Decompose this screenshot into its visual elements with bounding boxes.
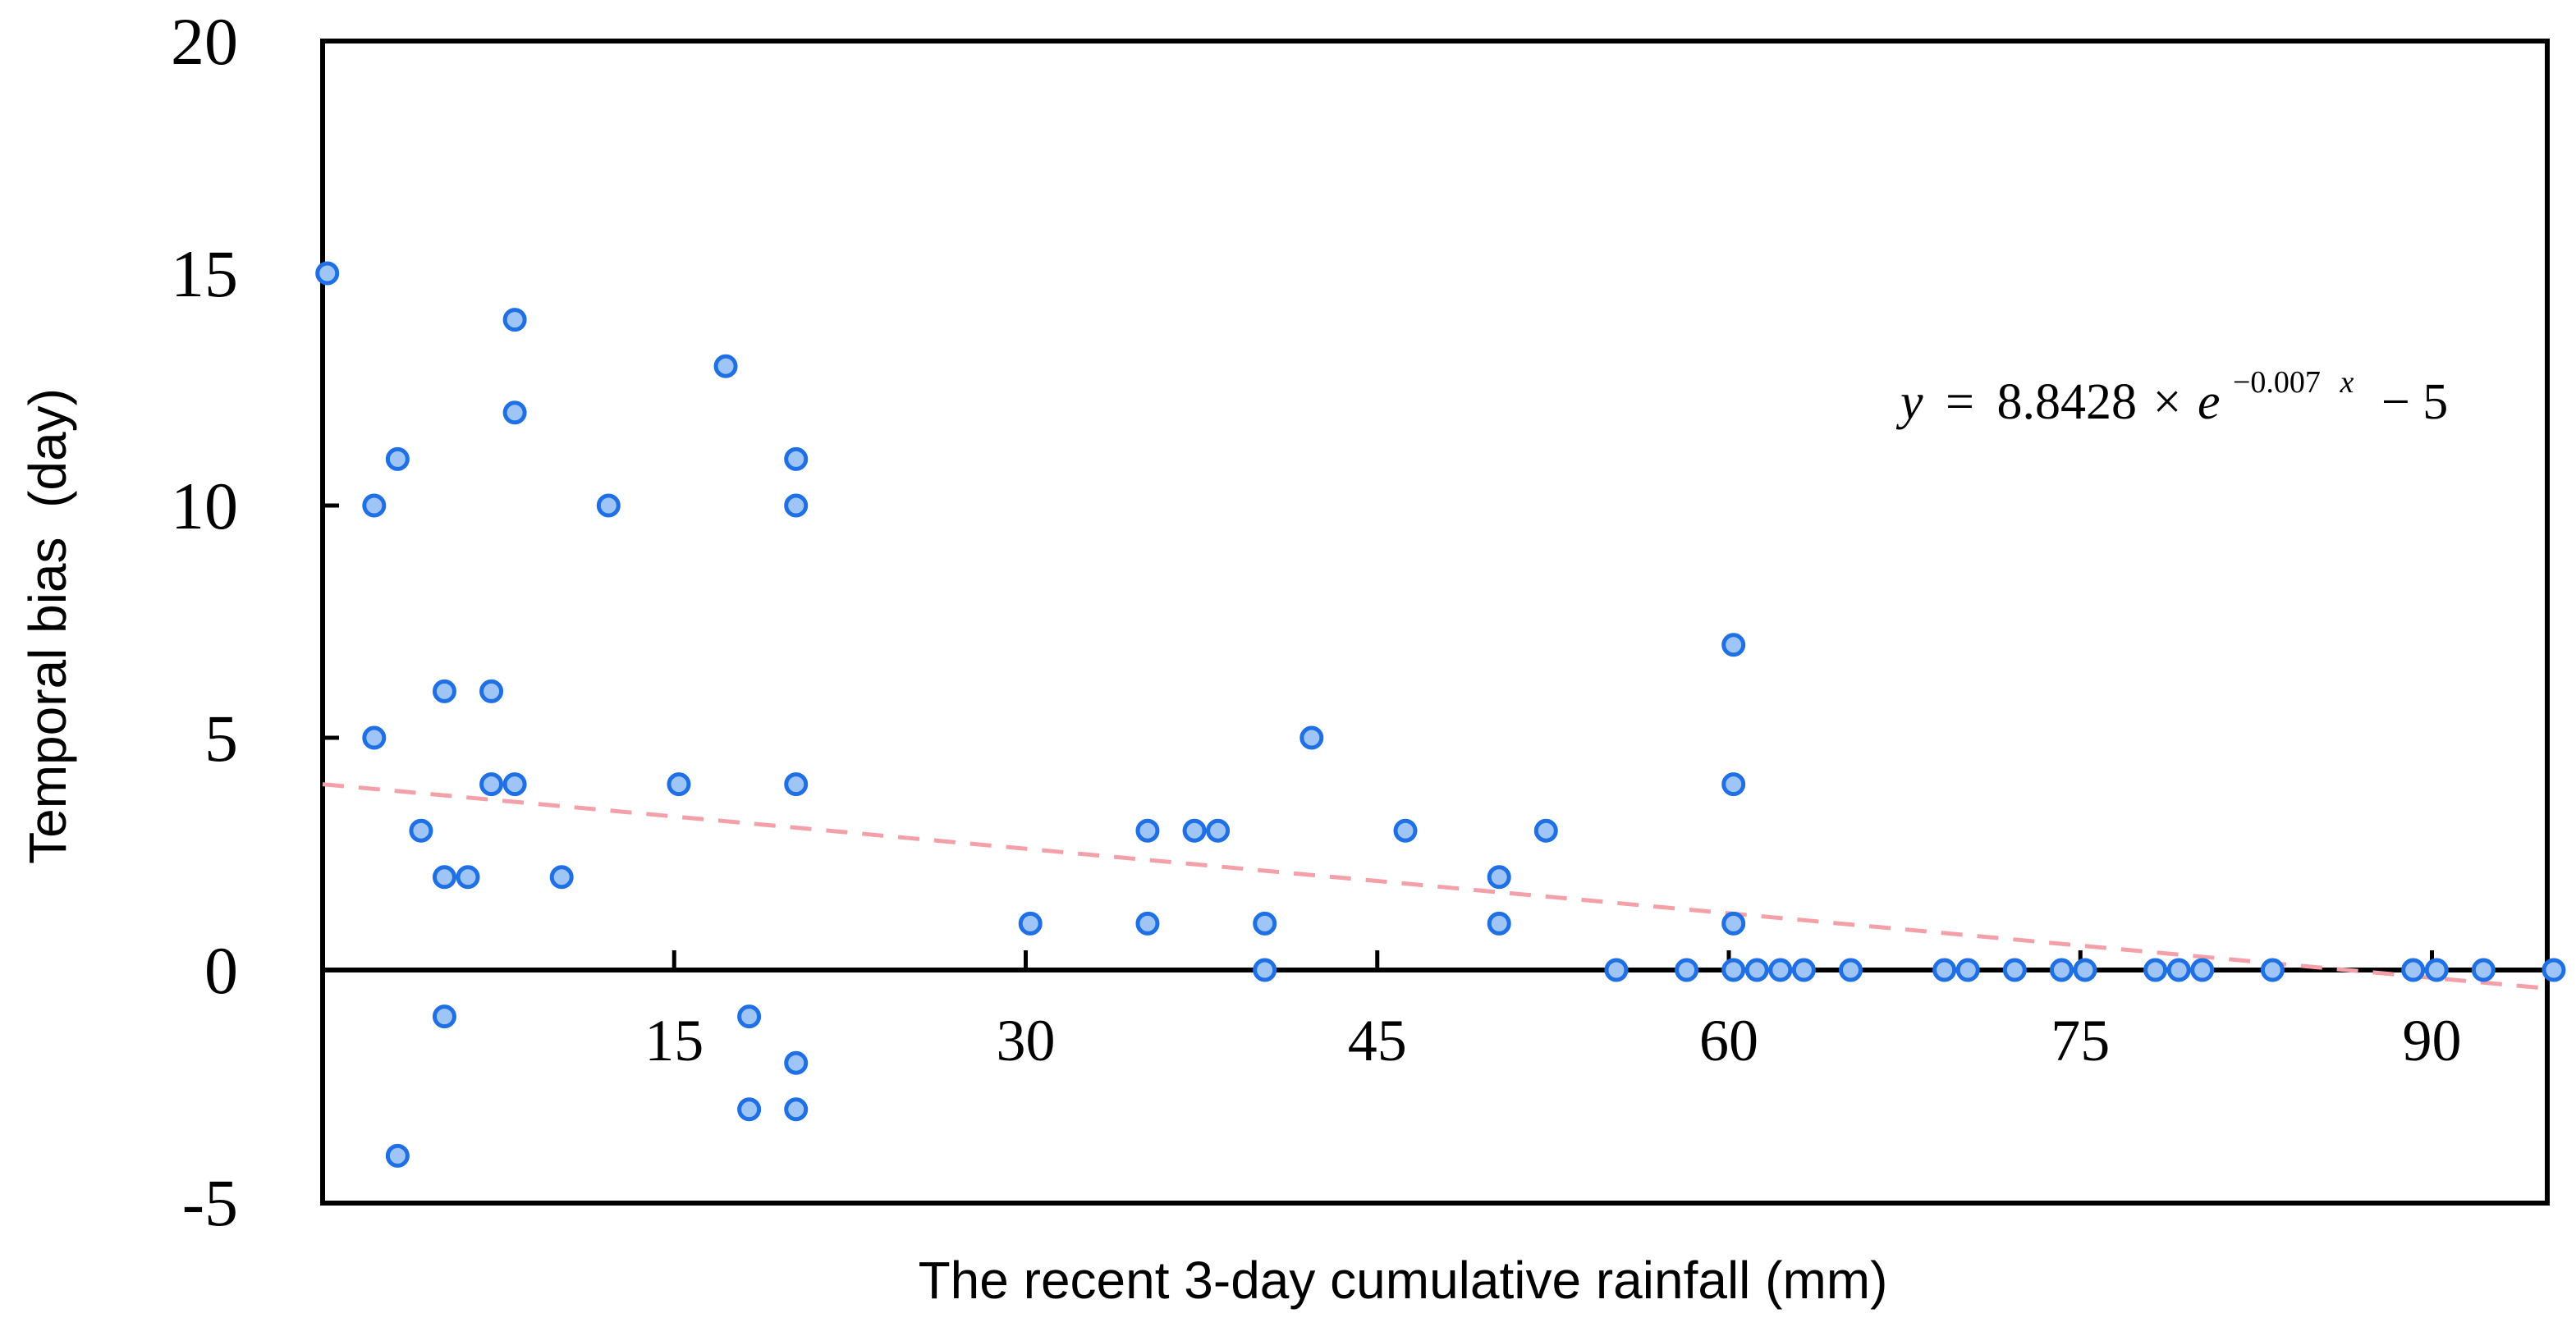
data-point xyxy=(1744,958,1769,982)
y-axis-title: Temporal bias (day) xyxy=(18,388,77,864)
x-tick-label: 90 xyxy=(2403,1008,2462,1073)
data-point xyxy=(1487,911,1511,936)
data-point xyxy=(1253,911,1277,936)
data-point xyxy=(784,772,809,797)
data-point xyxy=(479,679,504,703)
data-point xyxy=(1135,818,1160,843)
data-point xyxy=(1182,818,1207,843)
data-point xyxy=(2260,958,2285,982)
data-point xyxy=(2073,958,2097,982)
data-point xyxy=(1721,633,1746,657)
data-point xyxy=(1838,958,1863,982)
data-point xyxy=(2471,958,2496,982)
data-point xyxy=(432,865,456,890)
data-point xyxy=(456,865,480,890)
x-tick-label: 15 xyxy=(644,1008,704,1073)
data-point xyxy=(1018,911,1043,936)
y-tick-label: 10 xyxy=(171,469,238,543)
data-point xyxy=(385,1143,410,1168)
data-point xyxy=(479,772,504,797)
data-point xyxy=(1675,958,1699,982)
data-point xyxy=(502,772,527,797)
x-axis-ticks: 15 30 45 60 75 90 xyxy=(644,950,2462,1073)
x-tick-label: 30 xyxy=(997,1008,1056,1073)
data-point xyxy=(432,679,456,703)
data-point xyxy=(784,493,809,518)
data-point xyxy=(385,446,410,471)
data-point xyxy=(2002,958,2027,982)
data-point xyxy=(1721,772,1746,797)
x-tick-label: 45 xyxy=(1348,1008,1407,1073)
trendline xyxy=(322,782,2550,991)
data-point xyxy=(1768,958,1793,982)
data-point xyxy=(1299,725,1324,750)
data-point xyxy=(1932,958,1957,982)
data-point xyxy=(784,446,809,471)
data-point xyxy=(315,261,340,286)
y-tick-label: -5 xyxy=(182,1165,238,1240)
x-axis-title: The recent 3-day cumulative rainfall (mm… xyxy=(919,1251,1888,1310)
data-point xyxy=(667,772,691,797)
y-tick-label: 15 xyxy=(171,236,238,311)
data-point xyxy=(1393,818,1418,843)
data-point xyxy=(1135,911,1160,936)
data-point xyxy=(713,354,738,378)
data-point xyxy=(1955,958,1980,982)
x-tick-label: 75 xyxy=(2051,1008,2110,1073)
data-point xyxy=(2143,958,2168,982)
data-point xyxy=(784,1050,809,1075)
data-point xyxy=(362,493,387,518)
data-point xyxy=(502,400,527,425)
data-point xyxy=(1533,818,1558,843)
data-point xyxy=(1206,818,1231,843)
data-point xyxy=(409,818,433,843)
data-point xyxy=(2190,958,2215,982)
y-tick-label: 0 xyxy=(204,933,238,1008)
scatter-points xyxy=(315,261,2566,1168)
data-point xyxy=(2166,958,2191,982)
data-point xyxy=(362,725,387,750)
data-point xyxy=(432,1004,456,1029)
plot-frame xyxy=(320,39,2550,1206)
data-point xyxy=(2542,958,2566,982)
data-point xyxy=(737,1097,762,1122)
data-point xyxy=(2049,958,2074,982)
data-point xyxy=(502,308,527,332)
data-point xyxy=(2401,958,2426,982)
data-point xyxy=(737,1004,762,1029)
y-tick-label: 5 xyxy=(204,701,238,776)
data-point xyxy=(1721,958,1746,982)
data-point xyxy=(596,493,621,518)
data-point xyxy=(1604,958,1629,982)
data-point xyxy=(784,1097,809,1122)
data-point xyxy=(1721,911,1746,936)
data-point xyxy=(549,865,574,890)
data-point xyxy=(1253,958,1277,982)
data-point xyxy=(1487,865,1511,890)
x-tick-label: 60 xyxy=(1699,1008,1758,1073)
y-axis-ticks: -5 0 5 10 15 20 xyxy=(171,4,339,1240)
y-tick-label: 20 xyxy=(171,4,238,79)
data-point xyxy=(2424,958,2449,982)
data-point xyxy=(1791,958,1816,982)
equation-annotation: y = 8.8428 × e −0.007 x − 5 xyxy=(1895,348,2448,430)
